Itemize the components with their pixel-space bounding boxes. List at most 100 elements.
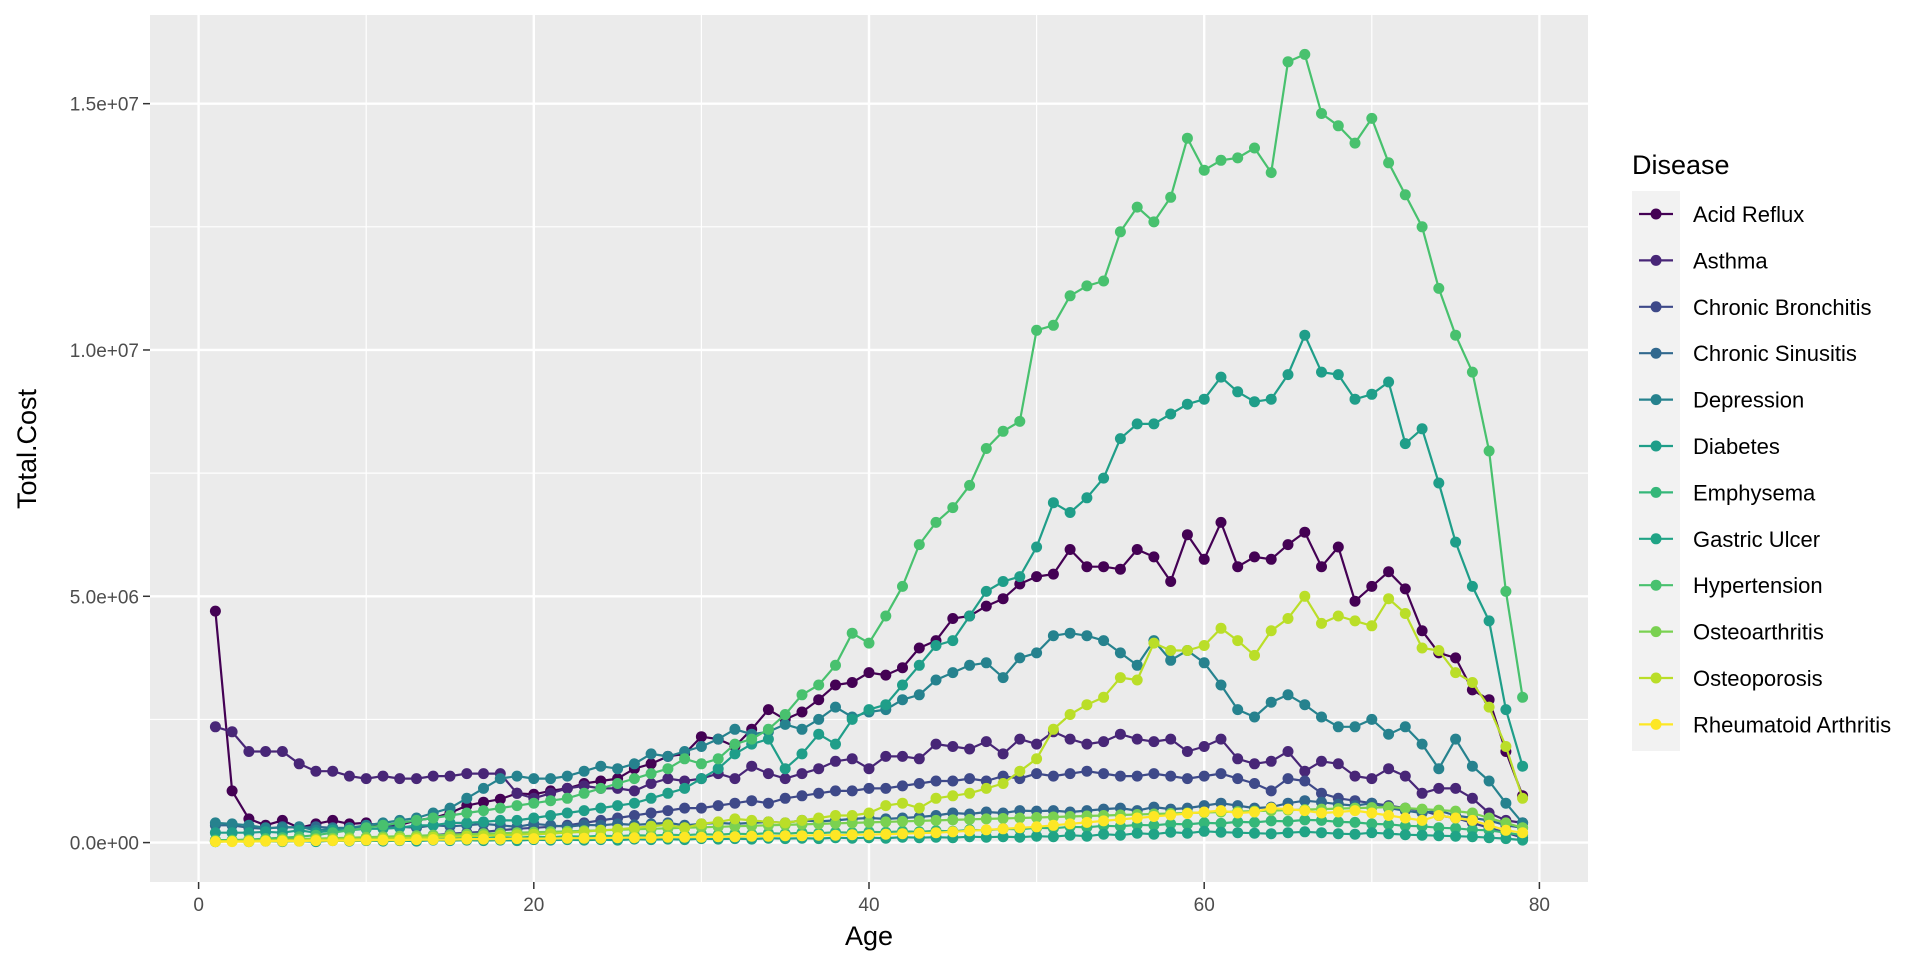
data-point-diabetes — [964, 610, 976, 622]
data-point-rheumatoid-arthritis — [343, 835, 355, 847]
data-point-chronic-bronchitis — [729, 797, 741, 809]
data-point-rheumatoid-arthritis — [1366, 807, 1378, 819]
data-point-osteoporosis — [746, 814, 758, 826]
legend-item-asthma: Asthma — [1639, 248, 1768, 273]
legend-key-point — [1650, 440, 1662, 452]
data-point-osteoporosis — [1148, 637, 1160, 649]
data-point-osteoporosis — [595, 824, 607, 836]
data-point-acid-reflux — [695, 731, 707, 743]
data-point-acid-reflux — [1114, 563, 1126, 575]
data-point-asthma — [1198, 741, 1210, 752]
data-point-hypertension — [1031, 324, 1043, 336]
data-point-gastric-ulcer — [1383, 828, 1395, 840]
data-point-acid-reflux — [494, 793, 506, 805]
data-point-depression — [1081, 630, 1093, 642]
data-point-hypertension — [813, 679, 825, 691]
data-point-emphysema — [1332, 816, 1344, 828]
data-point-diabetes — [494, 814, 506, 826]
data-point-hypertension — [1249, 142, 1260, 154]
data-point-osteoarthritis — [1416, 803, 1428, 815]
data-point-emphysema — [1181, 818, 1193, 830]
data-point-hypertension — [1232, 152, 1244, 164]
data-point-depression — [695, 741, 707, 752]
data-point-asthma — [779, 773, 791, 785]
data-point-rheumatoid-arthritis — [1031, 821, 1043, 833]
data-point-hypertension — [1466, 366, 1478, 378]
data-point-rheumatoid-arthritis — [1249, 806, 1260, 818]
data-point-depression — [1014, 652, 1026, 664]
data-point-hypertension — [1215, 154, 1227, 166]
data-point-acid-reflux — [1383, 566, 1395, 578]
data-point-acid-reflux — [1081, 561, 1093, 573]
data-point-rheumatoid-arthritis — [813, 829, 825, 841]
data-point-hypertension — [679, 753, 691, 765]
y-tick-label: 1.5e+07 — [70, 95, 139, 116]
legend-key-point — [1650, 301, 1662, 313]
data-point-rheumatoid-arthritis — [1265, 802, 1277, 814]
data-point-osteoporosis — [1282, 613, 1294, 624]
data-point-osteoporosis — [628, 822, 640, 834]
data-point-hypertension — [1399, 189, 1411, 201]
legend-item-gastric-ulcer: Gastric Ulcer — [1639, 527, 1820, 552]
data-point-osteoporosis — [1232, 635, 1244, 647]
data-point-chronic-bronchitis — [880, 782, 892, 794]
data-point-rheumatoid-arthritis — [360, 834, 372, 846]
data-point-diabetes — [528, 812, 540, 824]
x-axis: 0 20 40 60 80 — [193, 882, 1550, 916]
data-point-rheumatoid-arthritis — [746, 830, 758, 842]
data-point-depression — [1249, 711, 1260, 723]
data-point-chronic-bronchitis — [1249, 778, 1260, 789]
data-point-depression — [1483, 775, 1495, 787]
data-point-diabetes — [1483, 615, 1495, 627]
data-point-rheumatoid-arthritis — [796, 830, 808, 842]
data-point-chronic-bronchitis — [897, 780, 908, 792]
x-tick-label: 20 — [523, 895, 544, 916]
data-point-asthma — [1433, 782, 1445, 794]
data-point-chronic-bronchitis — [695, 802, 707, 814]
data-point-depression — [964, 659, 976, 671]
data-point-acid-reflux — [478, 796, 489, 808]
data-point-diabetes — [1416, 423, 1428, 435]
data-point-diabetes — [846, 713, 858, 725]
data-point-rheumatoid-arthritis — [913, 827, 925, 839]
data-point-hypertension — [1265, 167, 1277, 179]
data-point-chronic-bronchitis — [746, 795, 758, 807]
data-point-hypertension — [1131, 201, 1143, 213]
legend-item-emphysema: Emphysema — [1639, 480, 1816, 505]
data-point-diabetes — [1014, 571, 1026, 583]
data-point-diabetes — [511, 814, 523, 826]
data-point-rheumatoid-arthritis — [1148, 811, 1160, 822]
y-tick-label: 1.0e+07 — [70, 341, 139, 362]
legend-item-depression: Depression — [1639, 388, 1804, 413]
data-point-chronic-bronchitis — [1232, 773, 1244, 785]
legend-key-point — [1650, 254, 1662, 266]
data-point-acid-reflux — [1131, 544, 1143, 555]
data-point-rheumatoid-arthritis — [1014, 822, 1026, 834]
data-point-depression — [511, 770, 523, 782]
data-point-chronic-bronchitis — [1148, 768, 1160, 780]
data-point-diabetes — [662, 787, 674, 799]
data-point-depression — [1047, 630, 1059, 642]
data-point-asthma — [478, 768, 489, 780]
x-axis-title: Age — [845, 921, 893, 951]
data-point-rheumatoid-arthritis — [628, 832, 640, 844]
data-point-rheumatoid-arthritis — [276, 835, 288, 847]
data-point-osteoporosis — [1332, 610, 1344, 622]
data-point-gastric-ulcer — [1081, 830, 1093, 842]
data-point-osteoporosis — [980, 782, 992, 794]
data-point-osteoarthritis — [964, 813, 976, 825]
data-point-asthma — [1282, 746, 1294, 757]
data-point-osteoporosis — [1517, 792, 1529, 804]
data-point-diabetes — [729, 748, 741, 760]
data-point-asthma — [997, 748, 1009, 760]
data-point-chronic-bronchitis — [1265, 785, 1277, 797]
data-point-osteoporosis — [1349, 615, 1361, 627]
data-point-chronic-bronchitis — [1114, 770, 1126, 782]
data-point-depression — [461, 792, 473, 804]
data-point-rheumatoid-arthritis — [1416, 814, 1428, 826]
data-point-depression — [1450, 733, 1462, 745]
data-point-asthma — [394, 773, 406, 785]
data-point-diabetes — [947, 635, 959, 647]
data-point-chronic-bronchitis — [662, 805, 674, 817]
data-point-chronic-bronchitis — [863, 782, 875, 794]
